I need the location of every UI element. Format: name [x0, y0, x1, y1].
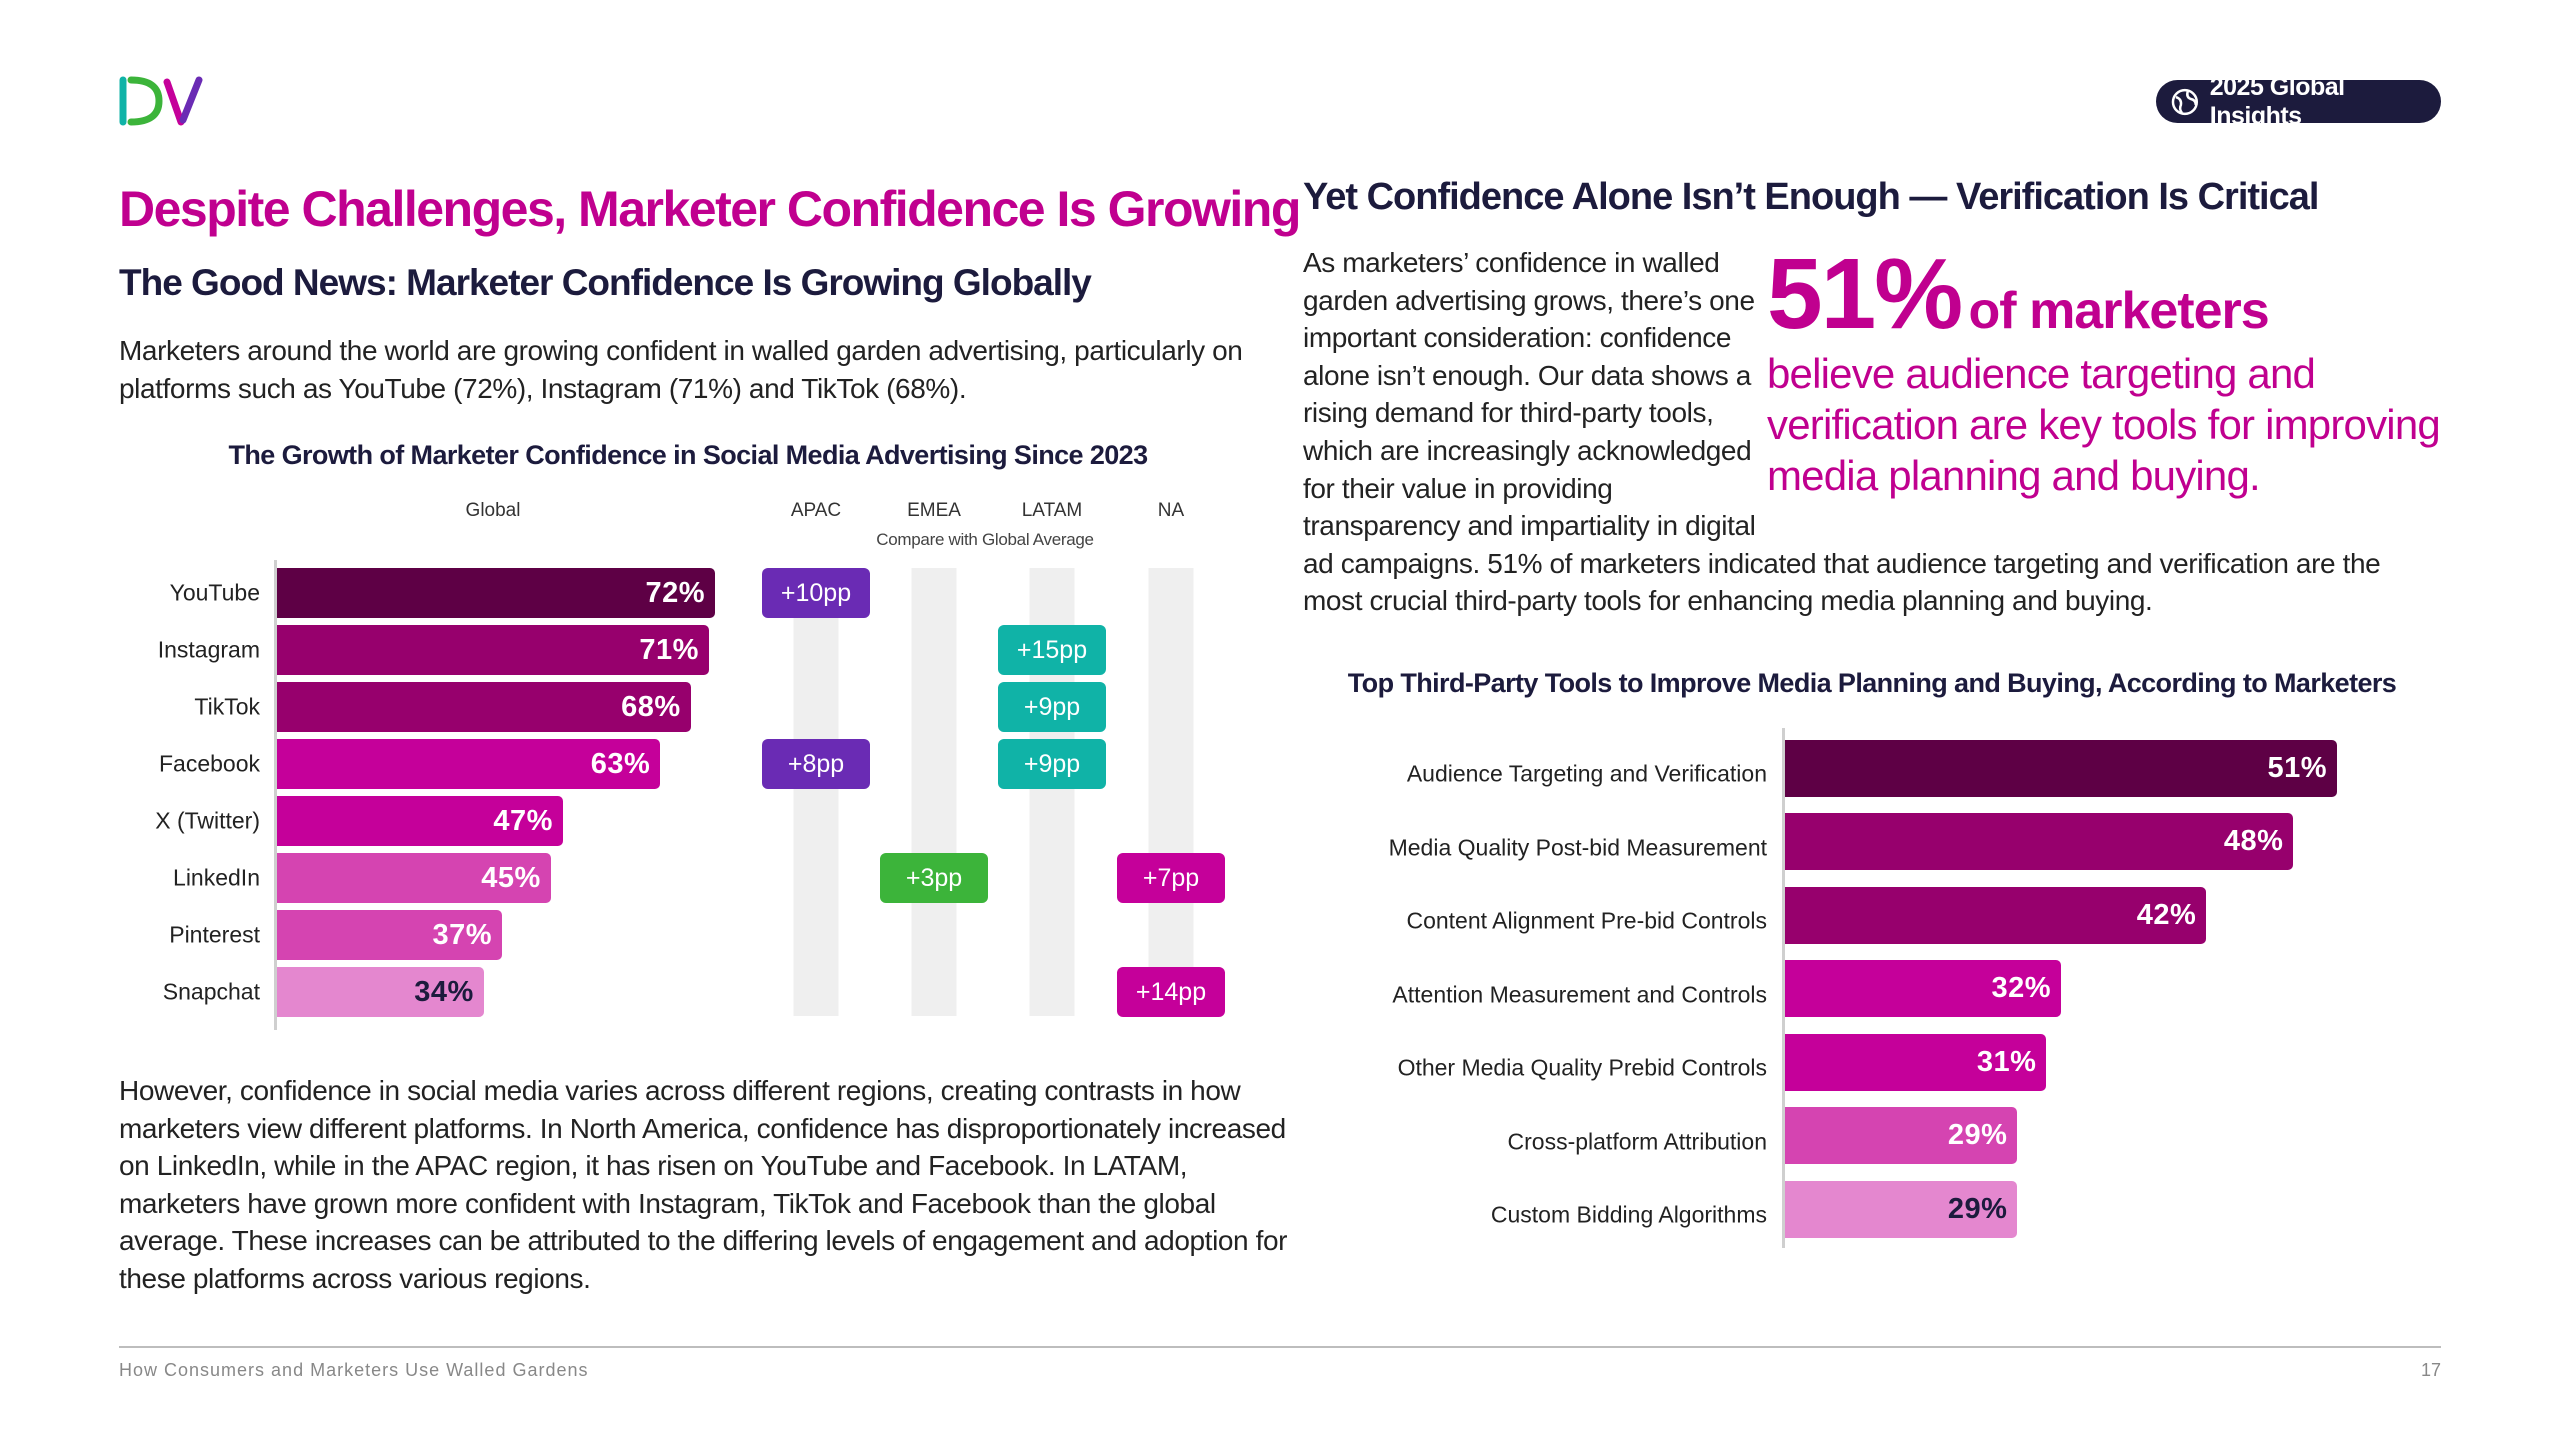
chart2-title: Top Third-Party Tools to Improve Media P… [1347, 668, 2397, 698]
row-label-custom-bidding-algorithms: Custom Bidding Algorithms [1490, 1201, 1767, 1228]
delta-linkedin-na: +7pp [1117, 853, 1225, 903]
row-label-audience-targeting-and-verification: Audience Targeting and Verification [1406, 760, 1767, 787]
delta-youtube-apac: +10pp [762, 568, 870, 618]
column-header-latam: LATAM [1021, 500, 1083, 521]
chart1-axis [274, 560, 277, 1030]
row-label-instagram: Instagram [157, 636, 260, 663]
column-header-apac: APAC [790, 500, 842, 521]
row-label-media-quality-post-bid-measurement: Media Quality Post-bid Measurement [1388, 834, 1767, 860]
value-label-linkedin: 45% [481, 861, 541, 894]
delta-snapchat-na: +14pp [1117, 967, 1225, 1017]
row-label-cross-platform-attribution: Cross-platform Attribution [1507, 1128, 1767, 1154]
bar-x-twitter: 47% [277, 796, 563, 846]
row-label-x-twitter: X (Twitter) [155, 807, 260, 834]
section-subtitle: The Good News: Marketer Confidence Is Gr… [119, 262, 1092, 303]
value-label-media-quality-post-bid-measurement: 48% [2223, 825, 2284, 857]
row-label-content-alignment-pre-bid-controls: Content Alignment Pre-bid Controls [1406, 907, 1767, 934]
bar-media-quality-post-bid-measurement: 48% [1785, 813, 2294, 870]
bar-pinterest: 37% [277, 910, 503, 960]
delta-linkedin-emea: +3pp [880, 853, 988, 903]
bar-content-alignment-pre-bid-controls: 42% [1785, 886, 2207, 944]
verification-paragraph: As marketers’ confidence in walled garde… [1303, 247, 2381, 617]
footer-divider [119, 1346, 2441, 1348]
right-section-title: Yet Confidence Alone Isn’t Enough — Veri… [1303, 176, 2319, 218]
bar-audience-targeting-and-verification: 51% [1785, 739, 2337, 797]
stat-text: believe audience targeting and verificat… [1767, 350, 2441, 499]
row-label-attention-measurement-and-controls: Attention Measurement and Controls [1392, 981, 1767, 1007]
column-header-na: NA [1157, 500, 1185, 521]
row-label-tiktok: TikTok [194, 693, 260, 720]
row-label-linkedin: LinkedIn [173, 864, 260, 891]
row-label-facebook: Facebook [158, 750, 260, 777]
bar-tiktok: 68% [277, 682, 691, 732]
regional-paragraph: However, confidence in social media vari… [119, 1075, 1288, 1294]
value-label-tiktok: 68% [621, 690, 681, 723]
delta-tiktok-latam: +9pp [998, 682, 1106, 732]
row-label-pinterest: Pinterest [169, 921, 260, 948]
value-label-cross-platform-attribution: 29% [1947, 1119, 2008, 1151]
bar-snapchat: 34% [277, 967, 484, 1017]
page-number: 17 [2420, 1360, 2441, 1380]
row-label-snapchat: Snapchat [162, 978, 260, 1005]
page-title: Despite Challenges, Marketer Confidence … [119, 181, 1301, 237]
row-label-youtube: YouTube [169, 579, 260, 606]
right-text-block: 51% of marketers believe audience target… [1303, 244, 2443, 620]
dv-logo [119, 76, 203, 126]
value-label-youtube: 72% [645, 576, 705, 609]
value-label-instagram: 71% [639, 633, 699, 666]
value-label-facebook: 63% [590, 747, 651, 780]
stat-callout: 51% of marketers believe audience target… [1763, 244, 2443, 544]
bar-instagram: 71% [277, 625, 709, 675]
value-label-custom-bidding-algorithms: 29% [1947, 1192, 2008, 1225]
chart2-axis [1782, 728, 1785, 1248]
track-na [1148, 568, 1194, 1016]
bar-youtube: 72% [277, 568, 715, 618]
bar-cross-platform-attribution: 29% [1785, 1107, 2018, 1164]
globe-icon [2171, 88, 2199, 115]
bar-custom-bidding-algorithms: 29% [1785, 1180, 2018, 1238]
global-insights-badge: 2025 Global Insights [2156, 73, 2441, 130]
value-label-content-alignment-pre-bid-controls: 42% [2136, 898, 2197, 931]
bar-facebook: 63% [277, 739, 661, 789]
bar-other-media-quality-prebid-controls: 31% [1785, 1033, 2047, 1091]
delta-instagram-latam: +15pp [998, 625, 1106, 675]
regions-note: Compare with Global Average [876, 530, 1094, 549]
delta-facebook-latam: +9pp [998, 739, 1106, 789]
value-label-snapchat: 34% [414, 975, 474, 1008]
value-label-pinterest: 37% [432, 918, 493, 951]
value-label-attention-measurement-and-controls: 32% [1991, 972, 2051, 1004]
track-emea [911, 568, 957, 1016]
track-apac [793, 568, 839, 1016]
column-header-emea: EMEA [907, 500, 961, 521]
column-header-global: Global [465, 500, 521, 521]
value-label-other-media-quality-prebid-controls: 31% [1976, 1045, 2037, 1078]
footer-text: How Consumers and Marketers Use Walled G… [119, 1360, 589, 1380]
row-label-other-media-quality-prebid-controls: Other Media Quality Prebid Controls [1397, 1054, 1767, 1081]
stat-value: 51% [1767, 238, 1963, 350]
bar-linkedin: 45% [277, 853, 551, 903]
stat-suffix: of marketers [1968, 282, 2270, 340]
delta-facebook-apac: +8pp [762, 739, 870, 789]
intro-paragraph: Marketers around the world are growing c… [119, 335, 1243, 404]
badge-label: 2025 Global Insights [2209, 72, 2345, 130]
value-label-x-twitter: 47% [493, 804, 553, 837]
value-label-audience-targeting-and-verification: 51% [2267, 751, 2327, 784]
bar-attention-measurement-and-controls: 32% [1785, 960, 2061, 1017]
chart1-title: The Growth of Marketer Confidence in Soc… [228, 440, 1148, 470]
